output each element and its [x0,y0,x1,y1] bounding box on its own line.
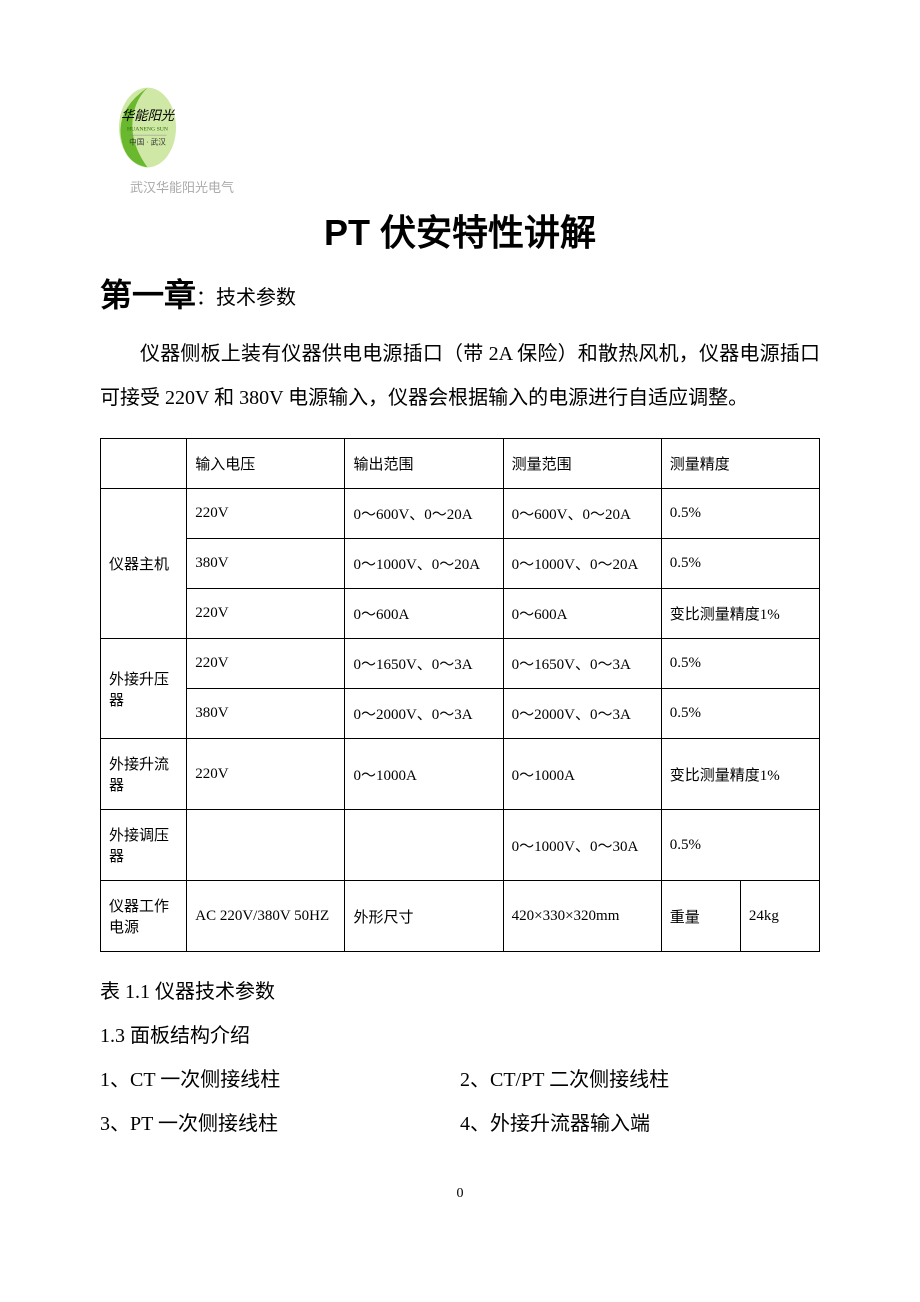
table-header-row: 输入电压 输出范围 测量范围 测量精度 [101,439,820,489]
cell: 380V [187,689,345,739]
company-caption: 武汉华能阳光电气 [130,177,820,196]
col-output-range: 输出范围 [345,439,503,489]
cell: AC 220V/380V 50HZ [187,881,345,952]
cell: 0～600V、0～20A [345,489,503,539]
company-logo-icon: 华能阳光 HUANENG SUN 中国 · 武汉 [100,80,195,175]
table-row: 外接调压器 0～1000V、0～30A 0.5% [101,810,820,881]
col-measure-range: 测量范围 [503,439,661,489]
cell: 0～1000A [503,739,661,810]
panel-item-1: 1、CT 一次侧接线柱 [100,1058,460,1102]
table-row: 380V 0～2000V、0～3A 0～2000V、0～3A 0.5% [101,689,820,739]
panel-list-row: 3、PT 一次侧接线柱 4、外接升流器输入端 [100,1102,820,1146]
chapter-heading: 第一章：技术参数 [100,270,820,316]
cell: 0.5% [661,810,819,881]
cell-label: 外接升压器 [101,639,187,739]
logo-pinyin-text: HUANENG SUN [127,126,168,132]
cell-weight-value: 24kg [740,881,819,952]
page-title: PT 伏安特性讲解 [100,204,820,256]
cell-label: 仪器工作电源 [101,881,187,952]
cell: 0.5% [661,539,819,589]
cell: 0～1000A [345,739,503,810]
cell: 380V [187,539,345,589]
cell-label: 外接调压器 [101,810,187,881]
panel-list-row: 1、CT 一次侧接线柱 2、CT/PT 二次侧接线柱 [100,1058,820,1102]
spec-tbody: 仪器主机 220V 0～600V、0～20A 0～600V、0～20A 0.5%… [101,489,820,952]
col-0 [101,439,187,489]
cell: 0.5% [661,639,819,689]
cell-weight-label: 重量 [661,881,740,952]
table-row: 外接升流器 220V 0～1000A 0～1000A 变比测量精度1% [101,739,820,810]
cell: 0.5% [661,489,819,539]
cell: 0～2000V、0～3A [503,689,661,739]
table-row: 380V 0～1000V、0～20A 0～1000V、0～20A 0.5% [101,539,820,589]
intro-paragraph: 仪器侧板上装有仪器供电电源插口（带 2A 保险）和散热风机，仪器电源插口可接受 … [100,332,820,420]
cell [187,810,345,881]
table-row: 220V 0～600A 0～600A 变比测量精度1% [101,589,820,639]
logo-block: 华能阳光 HUANENG SUN 中国 · 武汉 武汉华能阳光电气 [100,80,820,196]
cell: 变比测量精度1% [661,589,819,639]
cell: 外形尺寸 [345,881,503,952]
page-number: 0 [100,1186,820,1202]
panel-item-4: 4、外接升流器输入端 [460,1102,820,1146]
col-measure-precision: 测量精度 [661,439,819,489]
cell-label: 仪器主机 [101,489,187,639]
cell: 420×330×320mm [503,881,661,952]
cell: 220V [187,489,345,539]
cell: 0～600A [345,589,503,639]
cell [345,810,503,881]
cell: 0～1000V、0～30A [503,810,661,881]
cell: 0～1000V、0～20A [345,539,503,589]
cell: 220V [187,589,345,639]
sub-heading-panel: 1.3 面板结构介绍 [100,1014,820,1058]
logo-brand-text: 华能阳光 [121,108,176,123]
chapter-number: 第一章 [100,277,196,313]
spec-table: 输入电压 输出范围 测量范围 测量精度 仪器主机 220V 0～600V、0～2… [100,438,820,952]
cell: 220V [187,639,345,689]
cell: 0～1650V、0～3A [345,639,503,689]
cell: 220V [187,739,345,810]
cell: 0.5% [661,689,819,739]
table-row: 仪器主机 220V 0～600V、0～20A 0～600V、0～20A 0.5% [101,489,820,539]
logo-region-text: 中国 · 武汉 [129,137,166,147]
cell: 变比测量精度1% [661,739,819,810]
panel-item-2: 2、CT/PT 二次侧接线柱 [460,1058,820,1102]
cell: 0～600V、0～20A [503,489,661,539]
table-caption: 表 1.1 仪器技术参数 [100,970,820,1014]
table-last-row: 仪器工作电源 AC 220V/380V 50HZ 外形尺寸 420×330×32… [101,881,820,952]
panel-item-3: 3、PT 一次侧接线柱 [100,1102,460,1146]
chapter-subtitle: ：技术参数 [196,287,296,309]
cell: 0～600A [503,589,661,639]
cell: 0～1000V、0～20A [503,539,661,589]
table-row: 外接升压器 220V 0～1650V、0～3A 0～1650V、0～3A 0.5… [101,639,820,689]
cell-label: 外接升流器 [101,739,187,810]
cell: 0～2000V、0～3A [345,689,503,739]
col-input-voltage: 输入电压 [187,439,345,489]
cell: 0～1650V、0～3A [503,639,661,689]
